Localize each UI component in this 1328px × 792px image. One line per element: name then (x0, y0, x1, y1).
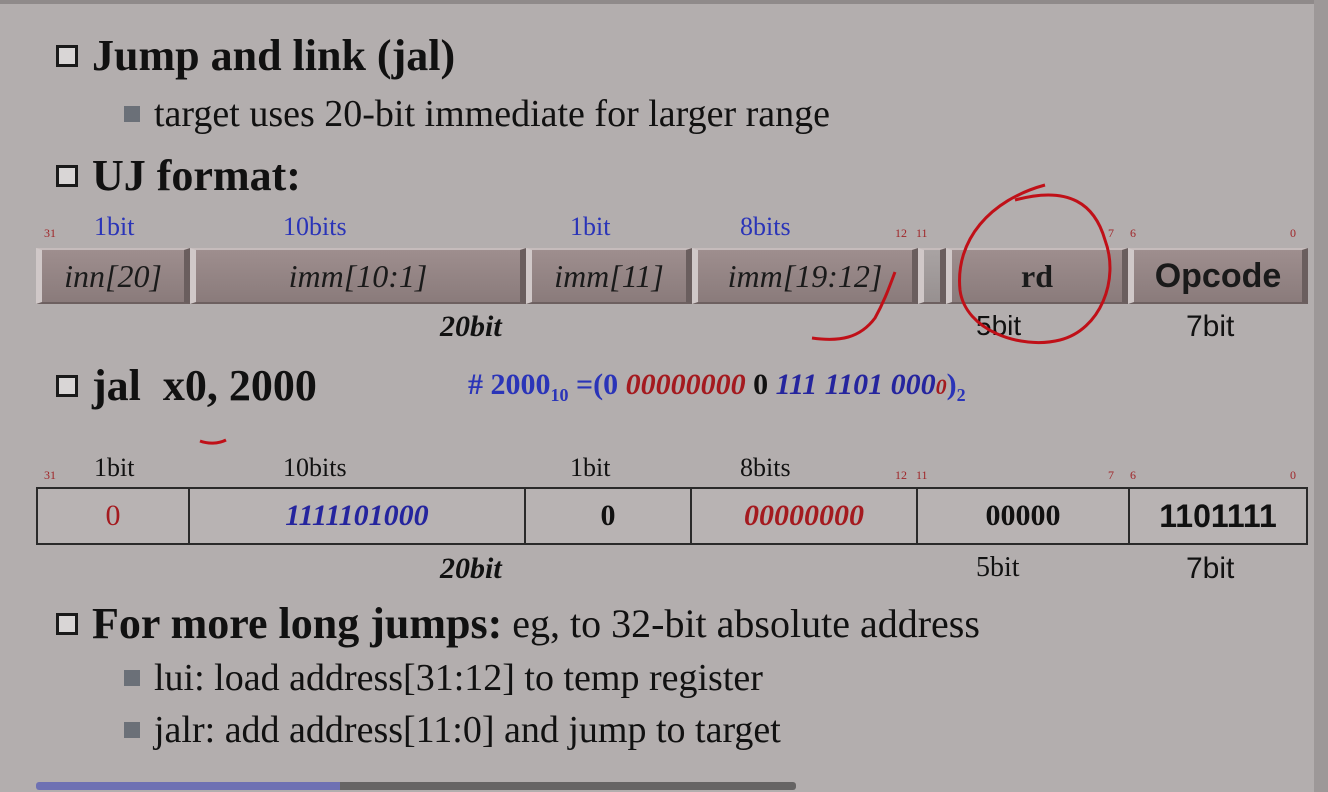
comment-red-bits: 00000000 (625, 368, 746, 401)
subbullet-target-text: target uses 20-bit immediate for larger … (154, 93, 831, 135)
top-border (0, 0, 1328, 4)
comment-prefix: # 2000 (468, 368, 551, 401)
small-square-bullet-icon (124, 106, 140, 122)
bullet-long-jumps-plain: eg, to 32-bit absolute address (502, 601, 980, 646)
square-bullet-icon (56, 164, 78, 187)
field-imm11: imm[11] (526, 248, 692, 304)
enc-val-opcode: 1101111 (1159, 497, 1277, 534)
comment-close: ) (946, 368, 957, 401)
bitnum-31: 31 (44, 226, 56, 240)
fmt1-size-20bit: 20bit (440, 310, 502, 343)
subbullet-lui-text: lui: load address[31:12] to temp registe… (154, 657, 763, 699)
bullet-long-jumps: For more long jumps: eg, to 32-bit absol… (56, 598, 980, 649)
comment-mid2: 0 (745, 368, 776, 401)
field-inn20: inn[20] (36, 248, 190, 304)
bitnum-11: 11 (916, 226, 928, 240)
square-bullet-icon (56, 44, 78, 67)
bitnum-6: 6 (1130, 226, 1136, 240)
dash-annotation (199, 438, 227, 445)
fmt1-label-10bits: 10bits (283, 212, 347, 241)
right-border (1314, 0, 1328, 792)
field-imm10-1: imm[10:1] (190, 248, 526, 304)
fmt2-size-7bit: 7bit (1186, 552, 1235, 585)
bitnum2-7: 7 (1108, 468, 1114, 482)
square-bullet-icon (56, 374, 78, 397)
enc-cell-imm19-12: 00000000 (692, 487, 918, 545)
enc-cell-rd: 00000 (918, 487, 1130, 545)
bullet-uj-format: UJ format: (56, 150, 301, 201)
bullet-jal: Jump and link (jal) (56, 30, 455, 81)
cropped-text-bar (36, 782, 796, 790)
fmt2-size-20bit: 20bit (440, 552, 502, 585)
small-square-bullet-icon (124, 670, 140, 686)
fmt2-label-1bit: 1bit (94, 453, 135, 482)
bullet-jal-example: jal x0, 2000 (56, 360, 317, 411)
small-square-bullet-icon (124, 722, 140, 738)
bitnum2-0: 0 (1290, 468, 1296, 482)
enc-val-rd: 00000 (985, 499, 1061, 532)
subbullet-jalr-text: jalr: add address[11:0] and jump to targ… (154, 709, 781, 751)
field-opcode: Opcode (1128, 248, 1308, 304)
bullet-uj-text: UJ format: (92, 151, 301, 200)
enc-cell-imm10-1: 1111101000 (190, 487, 526, 545)
fmt2-label-10bits: 10bits (283, 453, 347, 482)
field-gap (918, 248, 946, 304)
comment-sub10: 10 (550, 385, 569, 405)
comment-sub2: 2 (956, 385, 966, 405)
fmt1-size-5bit: 5bit (976, 310, 1022, 341)
field-rd: rd (946, 248, 1128, 304)
field-imm19-12: imm[19:12] (692, 248, 918, 304)
fmt1-label-1bit-b: 1bit (570, 212, 611, 241)
enc-cell-imm11: 0 (526, 487, 692, 545)
fmt1-label-1bit: 1bit (94, 212, 135, 241)
fmt2-size-5bit: 5bit (976, 552, 1020, 583)
bullet-jal-example-text: jal x0, 2000 (92, 361, 317, 410)
bitnum-0: 0 (1290, 226, 1296, 240)
bullet-jal-text: Jump and link (jal) (92, 31, 456, 80)
enc-val-imm11: 0 (600, 499, 616, 532)
bitnum2-11: 11 (916, 468, 928, 482)
subbullet-jalr: jalr: add address[11:0] and jump to targ… (124, 708, 781, 752)
comment-zero: 0 (935, 374, 947, 399)
bitnum2-6: 6 (1130, 468, 1136, 482)
square-bullet-icon (56, 612, 78, 635)
bitnum2-31: 31 (44, 468, 56, 482)
enc-cell-opcode: 1101111 (1130, 487, 1308, 545)
enc-val-imm20: 0 (105, 499, 121, 532)
binary-comment: # 200010 =(0 00000000 0 111 1101 0000)2 (468, 368, 966, 406)
bitnum-12: 12 (895, 226, 907, 240)
comment-mid: =(0 (568, 368, 626, 401)
fmt1-label-8bits: 8bits (740, 212, 791, 241)
comment-blue-bits: 111 1101 000 (775, 368, 936, 401)
bitnum2-12: 12 (895, 468, 907, 482)
fmt1-size-7bit: 7bit (1186, 310, 1235, 343)
subbullet-lui: lui: load address[31:12] to temp registe… (124, 656, 763, 700)
subbullet-target: target uses 20-bit immediate for larger … (124, 92, 830, 136)
fmt2-label-8bits: 8bits (740, 453, 791, 482)
bullet-long-jumps-bold: For more long jumps: (92, 599, 503, 648)
fmt2-label-1bit-b: 1bit (570, 453, 611, 482)
cropped-bottom-text (36, 772, 796, 792)
bitnum-7: 7 (1108, 226, 1114, 240)
enc-cell-imm20: 0 (36, 487, 190, 545)
enc-val-imm19-12: 00000000 (744, 499, 864, 532)
enc-val-imm10-1: 1111101000 (285, 499, 429, 532)
